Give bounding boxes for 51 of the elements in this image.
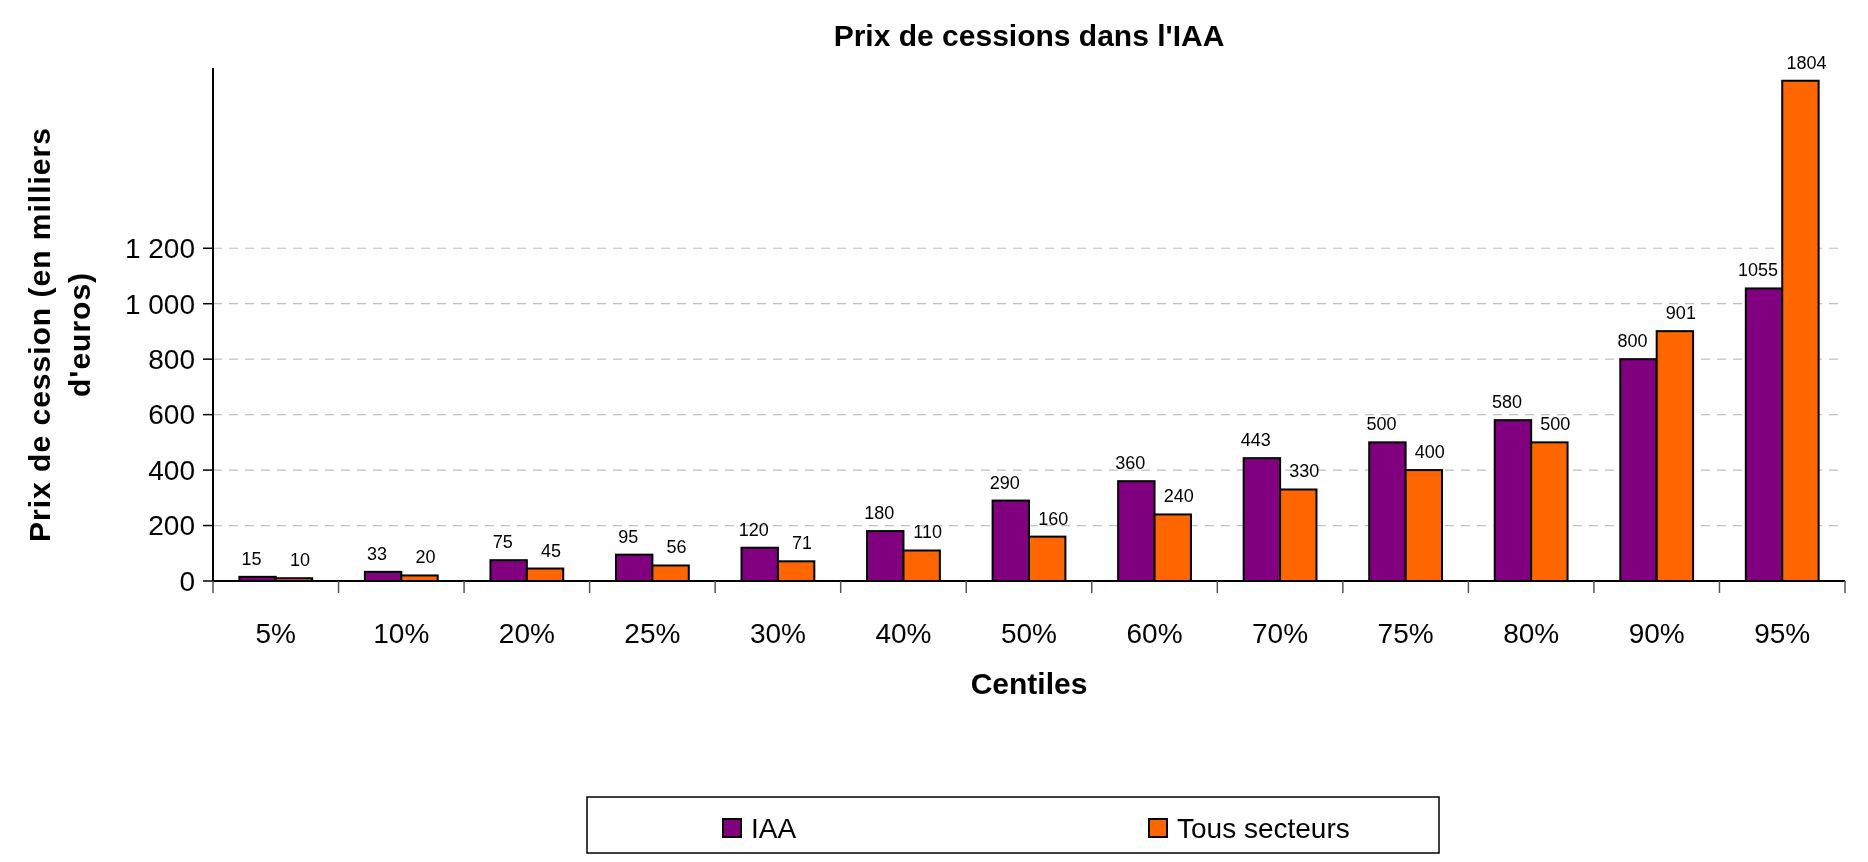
data-label: 360 [1115,453,1146,474]
data-label: 20 [415,547,436,568]
y-tick-label: 200 [148,510,195,542]
data-label: 120 [738,519,769,540]
x-tick-label: 10% [373,617,430,649]
data-label: 110 [913,522,943,543]
x-tick-label: 75% [1377,617,1434,649]
data-label: 443 [1240,430,1271,451]
x-tick-label: 30% [749,617,806,649]
data-label: 45 [541,540,562,561]
data-label: 75 [492,532,513,553]
data-label: 95 [618,526,639,547]
x-tick-label: 40% [875,617,932,649]
data-label: 1055 [1738,260,1779,281]
data-label: 330 [1289,461,1320,482]
data-label: 71 [792,533,813,554]
x-tick-label: 80% [1503,617,1560,649]
data-label: 400 [1414,442,1445,463]
x-tick-label: 25% [624,617,681,649]
data-label: 800 [1617,331,1648,352]
x-tick-label: 70% [1252,617,1309,649]
data-label: 33 [367,543,388,564]
data-label: 1804 [1786,52,1827,73]
legend-label: Tous secteurs [1177,812,1350,844]
chart-title: Prix de cessions dans l'IAA [833,19,1225,52]
x-axis-title: Centiles [970,666,1088,700]
x-tick-label: 50% [1000,617,1058,649]
data-label: 240 [1163,486,1194,507]
data-label: 580 [1491,392,1522,413]
y-tick-label: 600 [148,399,195,431]
y-tick-label: 0 [179,565,195,597]
y-tick-label: 1 000 [124,288,195,320]
data-label: 10 [289,550,310,571]
x-tick-label: 60% [1126,617,1183,649]
y-axis-title: Prix de cession (en milliers d'euros) [23,127,96,542]
data-label: 160 [1038,508,1069,529]
x-tick-label: 95% [1754,617,1811,649]
data-label: 56 [666,537,687,558]
data-label: 500 [1540,414,1571,435]
data-label: 15 [241,548,262,569]
y-tick-label: 1 200 [124,233,195,265]
legend-label: IAA [751,812,797,844]
data-label: 290 [989,472,1020,493]
data-label: 180 [864,503,895,524]
x-tick-label: 20% [498,617,555,649]
x-tick-label: 90% [1628,617,1685,649]
data-label: 901 [1665,303,1696,324]
x-tick-label: 5% [255,617,296,649]
y-tick-label: 400 [148,454,195,486]
y-tick-label: 800 [148,343,195,375]
data-label: 500 [1366,414,1397,435]
